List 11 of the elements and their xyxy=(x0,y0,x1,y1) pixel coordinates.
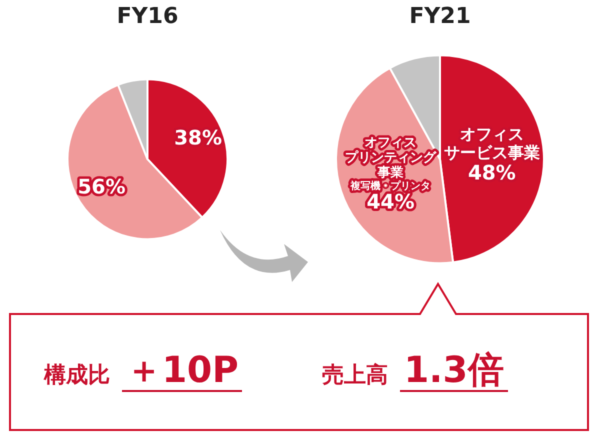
data-label: 56% xyxy=(78,174,126,199)
chart-title: FY21 xyxy=(409,4,471,29)
text: 売上高 1.3倍 xyxy=(322,350,505,392)
text: 複写機・プリンタ xyxy=(350,180,431,192)
slice-label: オフィスサービス事業 xyxy=(444,124,540,162)
text: 構成比 ＋10P xyxy=(44,350,240,392)
data-label: 48% xyxy=(468,160,516,185)
data-label: 44% xyxy=(366,190,414,214)
slice-label: オフィスプリンティング事業 xyxy=(345,135,438,180)
chart-title: FY16 xyxy=(116,4,178,29)
data-label: 38% xyxy=(174,125,222,150)
